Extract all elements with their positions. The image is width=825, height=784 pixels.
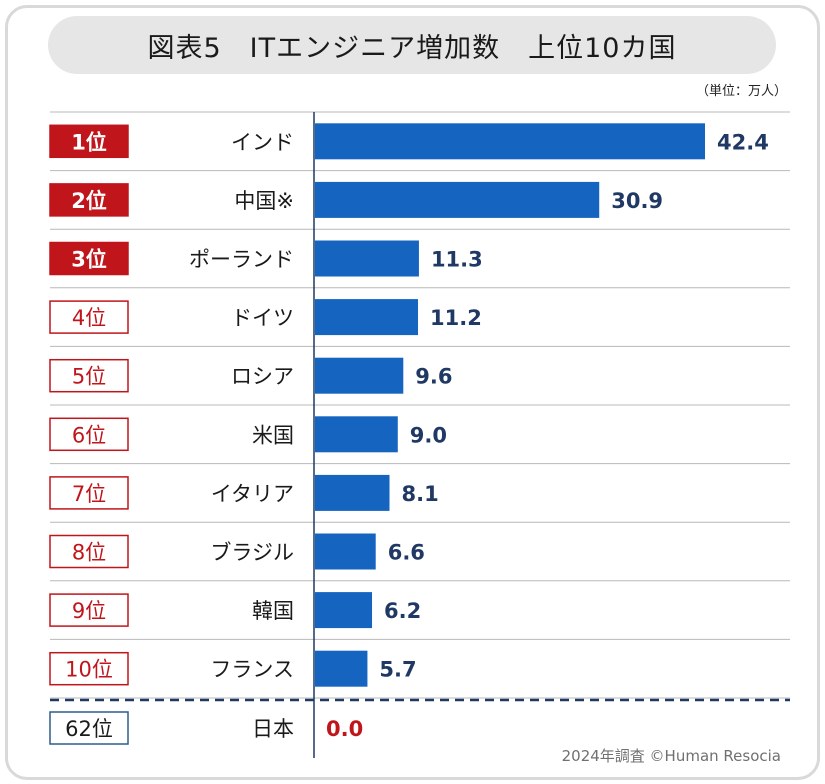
bar bbox=[315, 123, 705, 160]
rank-badge bbox=[49, 593, 129, 627]
country-label: ブラジル bbox=[210, 541, 294, 565]
rank-badge bbox=[49, 417, 129, 452]
country-label: ポーランド bbox=[189, 248, 294, 272]
country-label: ドイツ bbox=[231, 306, 294, 330]
rank-badge bbox=[49, 534, 129, 569]
bar bbox=[315, 474, 390, 511]
value-label: 8.1 bbox=[402, 482, 439, 506]
value-label: 11.3 bbox=[431, 248, 483, 272]
country-label: フランス bbox=[210, 658, 294, 682]
rank-badge bbox=[49, 711, 129, 745]
rank-label: 9位 bbox=[72, 599, 106, 623]
bar bbox=[315, 592, 373, 629]
rank-badge bbox=[49, 300, 129, 334]
value-label: 9.6 bbox=[415, 365, 452, 389]
bar bbox=[315, 416, 398, 453]
rank-badge bbox=[49, 358, 129, 393]
chart-title: 図表5 ITエンジニア増加数 上位10カ国 bbox=[48, 16, 776, 74]
bar bbox=[315, 240, 419, 277]
rank-label: 3位 bbox=[71, 248, 107, 272]
country-label: 中国※ bbox=[234, 189, 294, 213]
footer-credit: 2024年調査 ©Human Resocia bbox=[561, 747, 781, 765]
bar bbox=[315, 533, 376, 570]
country-label: イタリア bbox=[211, 482, 294, 506]
value-label: 6.2 bbox=[384, 599, 421, 623]
bar bbox=[315, 181, 600, 218]
rank-badge bbox=[49, 476, 129, 510]
rank-badge bbox=[49, 124, 129, 159]
value-label: 42.4 bbox=[717, 130, 769, 154]
rank-label: 7位 bbox=[72, 482, 106, 506]
rank-label: 1位 bbox=[71, 130, 107, 154]
value-label: 11.2 bbox=[430, 306, 482, 330]
bar bbox=[315, 299, 419, 336]
rank-badge bbox=[49, 651, 129, 686]
bar bbox=[315, 650, 368, 687]
bar bbox=[315, 357, 404, 394]
rank-label: 5位 bbox=[72, 365, 106, 389]
country-label: 米国 bbox=[252, 423, 294, 447]
value-label: 6.6 bbox=[388, 541, 425, 565]
country-label: 韓国 bbox=[252, 599, 294, 623]
rank-label: 10位 bbox=[65, 658, 113, 682]
rank-label: 6位 bbox=[72, 423, 106, 447]
rank-label: 2位 bbox=[71, 189, 107, 213]
rank-badge bbox=[49, 183, 129, 217]
country-label: インド bbox=[231, 130, 294, 154]
rank-badge bbox=[49, 241, 129, 276]
rank-label: 8位 bbox=[72, 541, 106, 565]
value-label: 30.9 bbox=[611, 189, 663, 213]
rank-label: 62位 bbox=[65, 717, 113, 741]
value-label: 5.7 bbox=[379, 658, 416, 682]
unit-label: （単位：万人） bbox=[695, 84, 787, 99]
country-label: ロシア bbox=[231, 365, 294, 389]
value-label: 0.0 bbox=[326, 717, 363, 741]
value-label: 9.0 bbox=[410, 423, 447, 447]
country-label: 日本 bbox=[252, 717, 294, 741]
rank-label: 4位 bbox=[72, 306, 106, 330]
